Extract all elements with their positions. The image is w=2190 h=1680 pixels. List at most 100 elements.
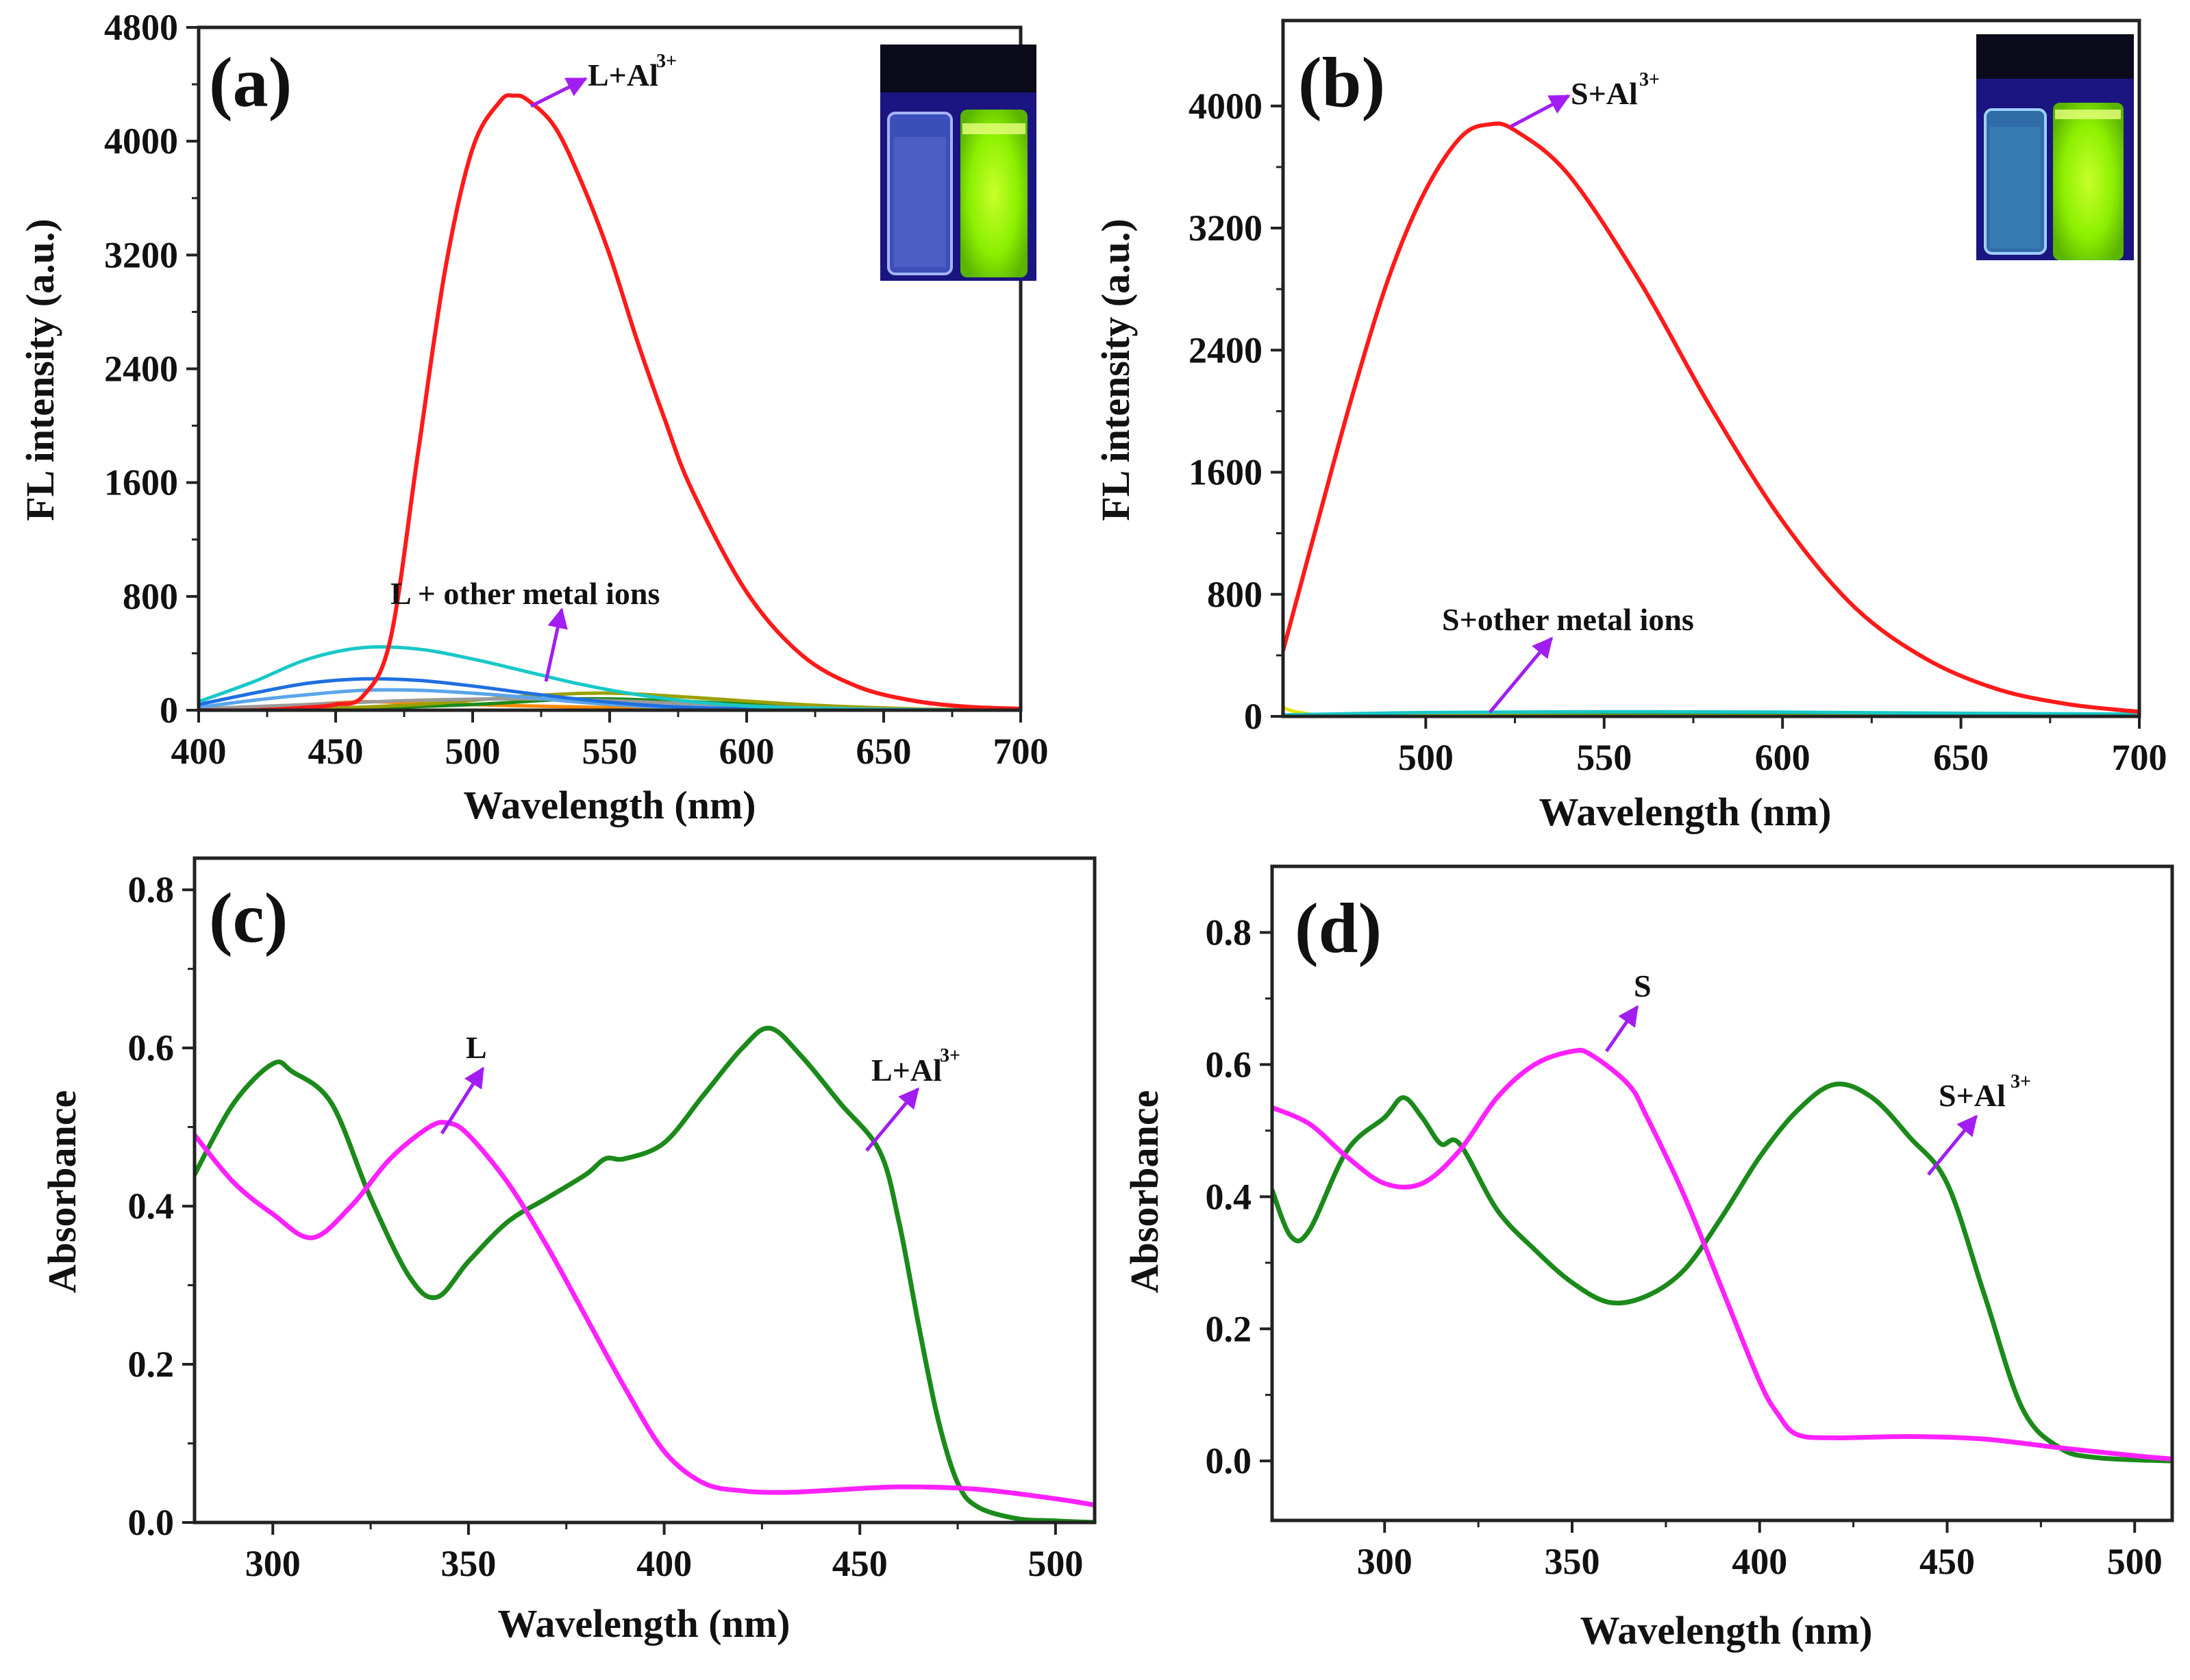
panel-a-ytick-label: 4800 [104, 7, 178, 48]
svg-text:S+Al: S+Al [1571, 76, 1638, 111]
panel-c-ytick-label: 0.4 [128, 1186, 175, 1227]
panel-b-xlabel: Wavelength (nm) [1539, 790, 1832, 834]
panel-c-series-0 [195, 1120, 1095, 1508]
panel-c-annotation-al: L+Al 3+ [865, 1045, 960, 1152]
panel-a-series-0 [199, 93, 1021, 710]
panel-d-ytick-label: 0.6 [1206, 1044, 1252, 1085]
panel-c-xtick-label: 350 [440, 1543, 496, 1584]
panel-b-xtick-label: 550 [1576, 737, 1632, 778]
panel-c-xtick-label: 400 [636, 1543, 692, 1584]
panel-a-ytick-label: 3200 [104, 234, 178, 275]
panel-a-xtick-label: 400 [171, 731, 227, 772]
panel-d-ytick-label: 0.0 [1206, 1440, 1252, 1481]
panel-a-ytick-label: 0 [160, 690, 178, 731]
panel-b-ytick-label: 1600 [1189, 452, 1262, 493]
panel-d-ytick-label: 0.8 [1206, 912, 1252, 953]
panel-c-label: (c) [209, 879, 288, 957]
panel-d-xtick-label: 400 [1732, 1541, 1787, 1582]
panel-b-annotation-others: S+other metal ions [1442, 602, 1694, 714]
panel-b-ylabel: FL intensity (a.u.) [1093, 218, 1138, 521]
panel-a-xtick-label: 450 [308, 731, 364, 772]
panel-d-xtick-label: 450 [1919, 1541, 1975, 1582]
panel-a-xtick-label: 550 [582, 731, 638, 772]
panel-b-series-1 [1283, 710, 2139, 716]
panel-d-frame [1270, 864, 2174, 1522]
panel-d-series-0 [1272, 1047, 2172, 1462]
panel-a-ylabel: FL intensity (a.u.) [18, 218, 62, 521]
panel-c-ylabel: Absorbance [40, 1090, 84, 1293]
panel-a-xlabel: Wavelength (nm) [464, 783, 756, 827]
panel-a-ytick-label: 2400 [104, 349, 178, 390]
panel-c-ytick-label: 0.6 [128, 1027, 175, 1068]
panel-b-xtick-label: 500 [1398, 737, 1454, 778]
panel-b-xtick-label: 650 [1933, 737, 1989, 778]
panel-d-xtick-label: 500 [2107, 1541, 2163, 1582]
panel-a-label: (a) [209, 43, 292, 122]
svg-text:L + other metal ions: L + other metal ions [390, 576, 660, 611]
panel-c-frame [192, 856, 1097, 1525]
panel-b-frame [1281, 18, 2141, 718]
panel-b-series-0 [1283, 121, 2139, 714]
panel-b-label: (b) [1298, 43, 1385, 122]
panel-d-annotation-al: S+Al 3+ [1927, 1071, 2031, 1176]
svg-text:S+Al: S+Al [1939, 1078, 2006, 1113]
panel-a-ticks: 400 450 500 550 600 650 700 0 800 1600 2400 3200 400… [104, 7, 1049, 772]
svg-text:3+: 3+ [940, 1045, 960, 1066]
panel-c-xtick-label: 450 [832, 1543, 888, 1584]
panel-d-xtick-label: 300 [1357, 1541, 1413, 1582]
panel-c: 300 350 400 450 500 0.0 0.2 0.4 0.6 0.8 (c) Wavel… [40, 856, 1097, 1646]
panel-d-ticks: 300 350 400 450 500 0.0 0.2 0.4 0.6 0.8 [1206, 912, 2163, 1582]
panel-d-ytick-label: 0.4 [1206, 1176, 1252, 1217]
panel-d-series-1 [1272, 1081, 2172, 1464]
panel-a-xtick-label: 600 [719, 731, 775, 772]
panel-b-ytick-label: 0 [1244, 696, 1262, 737]
panel-d-ylabel: Absorbance [1122, 1090, 1167, 1293]
panel-a-series-1 [199, 644, 1021, 710]
svg-text:L+Al: L+Al [588, 58, 658, 92]
panel-b-ytick-label: 4000 [1189, 86, 1262, 127]
panel-c-series [195, 1025, 1095, 1522]
svg-text:S+other metal ions: S+other metal ions [1442, 602, 1694, 637]
panel-a-ytick-label: 4000 [104, 121, 178, 162]
panel-b-ticks: 500 550 600 650 700 0 800 1600 2400 3200 4000 [1189, 86, 2167, 778]
svg-text:L: L [466, 1030, 487, 1065]
svg-text:3+: 3+ [656, 51, 677, 72]
panel-d-xlabel: Wavelength (nm) [1580, 1608, 1873, 1653]
panel-d-annotation-s: S [1604, 968, 1652, 1053]
panel-d-series [1272, 1047, 2172, 1464]
svg-text:L+Al: L+Al [871, 1053, 942, 1088]
panel-b-ytick-label: 3200 [1189, 208, 1262, 249]
panel-c-ytick-label: 0.0 [128, 1502, 175, 1543]
panel-a-xtick-label: 500 [445, 731, 501, 772]
svg-text:3+: 3+ [2011, 1071, 2031, 1092]
panel-c-ytick-label: 0.8 [128, 869, 175, 910]
panel-c-annotation-l: L [440, 1030, 487, 1135]
panel-a-xtick-label: 650 [856, 731, 912, 772]
panel-b-xtick-label: 700 [2112, 737, 2167, 778]
panel-a-annotation-al: L+Al 3+ [530, 51, 677, 108]
panel-d-xtick-label: 350 [1545, 1541, 1600, 1582]
panel-b-ytick-label: 800 [1207, 574, 1262, 615]
panel-b-xtick-label: 600 [1755, 737, 1811, 778]
panel-c-ytick-label: 0.2 [128, 1344, 175, 1385]
panel-b-ytick-label: 2400 [1189, 329, 1262, 371]
panel-a-inset-photo [880, 45, 1036, 281]
panel-b-annotation-al: S+Al 3+ [1509, 69, 1660, 129]
panel-c-ticks: 300 350 400 450 500 0.0 0.2 0.4 0.6 0.8 [128, 869, 1084, 1584]
panel-c-xlabel: Wavelength (nm) [498, 1601, 791, 1646]
svg-text:S: S [1634, 968, 1652, 1003]
panel-a-annotation-others: L + other metal ions [390, 576, 660, 682]
panel-a: 400 450 500 550 600 650 700 0 800 1600 2400 3200 400… [18, 7, 1049, 827]
panel-c-xtick-label: 500 [1028, 1543, 1083, 1584]
panel-a-ytick-label: 800 [123, 576, 178, 617]
panel-c-series-1 [195, 1025, 1095, 1522]
panel-d-label: (d) [1295, 889, 1382, 968]
panel-b-inset-photo [1976, 34, 2134, 260]
panel-a-ytick-label: 1600 [104, 462, 178, 503]
panel-d-ytick-label: 0.2 [1206, 1308, 1252, 1349]
panel-a-xtick-label: 700 [993, 731, 1049, 772]
panel-d: 300 350 400 450 500 0.0 0.2 0.4 0.6 0.8 (d) Wavel… [1122, 864, 2174, 1653]
svg-text:3+: 3+ [1639, 69, 1660, 90]
